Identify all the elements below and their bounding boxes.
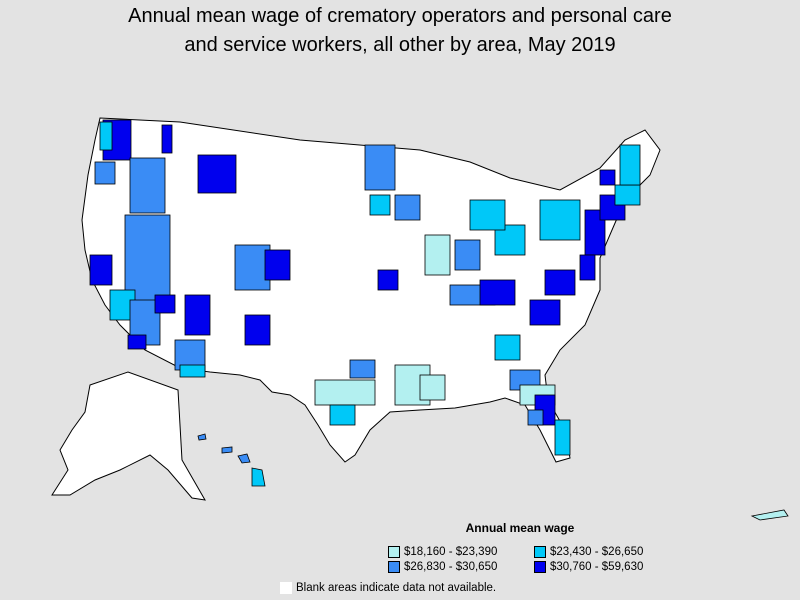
area-kentucky: [479, 279, 516, 306]
area-western-wa: [99, 121, 113, 151]
alaska-outline: [51, 371, 206, 501]
area-illinois: [424, 234, 451, 276]
area-oklahoma: [349, 359, 376, 379]
area-pennsylvania: [539, 199, 581, 241]
puerto-rico: [750, 509, 789, 521]
map-title-line-2: and service workers, all other by area, …: [184, 34, 616, 56]
area-portland: [94, 161, 116, 185]
legend-swatch-2: [534, 546, 546, 558]
area-mississippi: [419, 374, 446, 401]
legend-label-3: $26,830 - $30,650: [404, 561, 498, 573]
note-text: Blank areas indicate data not available.: [296, 582, 497, 594]
area-minnesota: [364, 144, 396, 191]
legend-swatch-4: [534, 561, 546, 573]
hawaii-islands: [197, 433, 266, 487]
area-texas-east: [314, 379, 376, 406]
area-new-jersey: [579, 254, 596, 281]
legend-swatch-1: [388, 546, 400, 558]
area-florida-south: [554, 419, 571, 456]
area-texas-south: [329, 404, 356, 426]
area-spokane: [161, 124, 173, 154]
map-title: Annual mean wage of crematory operators …: [0, 2, 800, 60]
legend-swatch-3: [388, 561, 400, 573]
legend-item-4: $30,760 - $59,630: [534, 561, 643, 573]
area-bay-area: [89, 254, 113, 286]
map-areas: [89, 119, 641, 456]
area-utah: [184, 294, 211, 336]
area-indiana: [454, 239, 481, 271]
area-colorado: [234, 244, 271, 291]
legend-item-1: $18,160 - $23,390: [388, 546, 497, 558]
legend-item-3: $26,830 - $30,650: [388, 561, 497, 573]
legend-label-1: $18,160 - $23,390: [404, 546, 498, 558]
area-florida-tampa: [527, 409, 544, 426]
legend-item-2: $23,430 - $26,650: [534, 546, 643, 558]
area-iowa: [369, 194, 391, 216]
area-montana: [197, 154, 237, 194]
area-missouri-1: [377, 269, 399, 291]
area-new-mexico: [244, 314, 271, 346]
area-upstate-ny: [599, 169, 616, 186]
area-tucson: [179, 364, 206, 378]
area-denver: [264, 249, 291, 281]
area-georgia: [494, 334, 521, 361]
area-maine: [619, 144, 641, 186]
area-massachusetts: [614, 184, 641, 206]
area-connecticut: [599, 194, 626, 221]
area-las-vegas: [154, 294, 176, 314]
area-wisconsin: [394, 194, 421, 221]
legend-label-4: $30,760 - $59,630: [550, 561, 644, 573]
map-title-line-1: Annual mean wage of crematory operators …: [128, 5, 672, 27]
area-michigan: [469, 199, 506, 231]
blank-areas-note: Blank areas indicate data not available.: [280, 582, 496, 594]
legend-title: Annual mean wage: [465, 521, 575, 535]
legend-label-2: $23,430 - $26,650: [550, 546, 644, 558]
blank-swatch: [280, 582, 292, 594]
area-eastern-oregon: [129, 157, 166, 214]
area-north-carolina: [529, 299, 561, 326]
area-san-diego: [127, 334, 147, 350]
area-virginia: [544, 269, 576, 296]
